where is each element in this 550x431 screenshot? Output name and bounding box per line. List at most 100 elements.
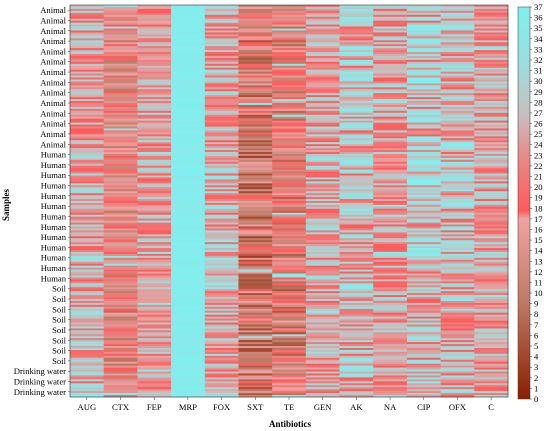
heatmap-cell [137,32,172,35]
heatmap-cell [171,314,206,317]
heatmap-cell [204,101,239,104]
heatmap-cell [339,365,374,368]
heatmap-cell [440,54,475,57]
heatmap-cell [373,144,408,147]
heatmap-cell [137,236,172,239]
heatmap-cell [171,146,206,149]
heatmap-cell [339,65,374,69]
heatmap-cell [373,63,408,67]
heatmap-cell [70,251,104,255]
heatmap-cell [238,277,273,280]
heatmap-cell [238,363,273,366]
heatmap-cell [238,144,273,147]
heatmap-cell [137,240,172,243]
heatmap-cell [171,163,206,167]
heatmap-cell [272,236,307,239]
heatmap-cell [103,244,138,247]
heatmap-cell [204,346,239,349]
heatmap-cell [204,179,239,182]
heatmap-cell [204,385,239,388]
heatmap-cell [238,14,273,18]
heatmap-cell [204,336,239,339]
heatmap-cell [339,328,374,331]
heatmap-cell [440,275,475,278]
y-tick-label: Animal [40,88,66,98]
heatmap-cell [137,81,172,84]
heatmap-cell [339,54,374,57]
heatmap-cell [474,104,509,108]
heatmap-cell [373,175,408,178]
heatmap-cell [70,46,104,49]
heatmap-cell [103,332,138,335]
y-tick-label: Human [41,253,67,263]
heatmap-cell [272,44,307,47]
heatmap-cell [305,232,340,235]
heatmap-cell [238,238,273,241]
heatmap-cell [238,306,273,310]
heatmap-cell [373,342,408,345]
heatmap-cell [238,295,273,298]
heatmap-cell [406,42,441,45]
heatmap-cell [305,285,340,288]
heatmap-cell [204,161,239,165]
heatmap-cell [204,73,239,76]
heatmap-cell [272,377,307,380]
heatmap-cell [305,230,340,233]
heatmap-cell [373,248,408,251]
heatmap-cell [440,50,475,53]
heatmap-cell [474,193,509,196]
heatmap-cell [171,361,206,364]
heatmap-cell [137,50,172,53]
heatmap-cell [103,130,138,133]
heatmap-cell [204,202,239,206]
heatmap-cell [103,253,138,257]
heatmap-cell [204,310,239,314]
heatmap-cell [339,244,374,247]
heatmap-cell [204,261,239,265]
heatmap-cell [406,226,441,229]
heatmap-cell [373,387,408,390]
heatmap-cell [137,230,172,233]
heatmap-cell [373,5,408,8]
heatmap-cell [474,308,509,312]
x-tick-label: TE [284,402,295,412]
heatmap-cell [272,189,307,192]
heatmap-cell [373,32,408,35]
heatmap-cell [103,103,138,106]
heatmap-cell [305,75,340,78]
heatmap-cell [171,95,206,98]
heatmap-cell [103,14,138,18]
heatmap-cell [406,183,441,186]
heatmap-cell [406,167,441,170]
heatmap-cell [171,28,206,31]
heatmap-cell [204,22,239,25]
heatmap-cell [103,104,138,108]
heatmap-cell [272,199,307,202]
heatmap-cell [406,361,441,364]
heatmap-cell [339,67,374,70]
heatmap-cell [474,6,509,10]
heatmap-cell [70,322,104,325]
heatmap-cell [474,385,509,388]
heatmap-cell [474,244,509,247]
heatmap-cell [103,202,138,206]
heatmap-cell [373,18,408,21]
heatmap-cell [137,226,172,229]
heatmap-cell [171,57,206,61]
heatmap-cell [339,389,374,392]
heatmap-cell [272,201,307,204]
heatmap-cell [440,36,475,39]
heatmap-cell [70,238,104,241]
heatmap-cell [272,91,307,94]
heatmap-cell [204,91,239,94]
heatmap-cell [272,55,307,59]
heatmap-cell [406,20,441,23]
heatmap-cell [339,114,374,118]
heatmap-cell [204,342,239,345]
heatmap-cell [474,130,509,133]
heatmap-cell [305,106,340,110]
heatmap-cell [103,8,138,12]
heatmap-cell [440,20,475,23]
heatmap-cell [238,293,273,296]
heatmap-cell [171,304,206,308]
